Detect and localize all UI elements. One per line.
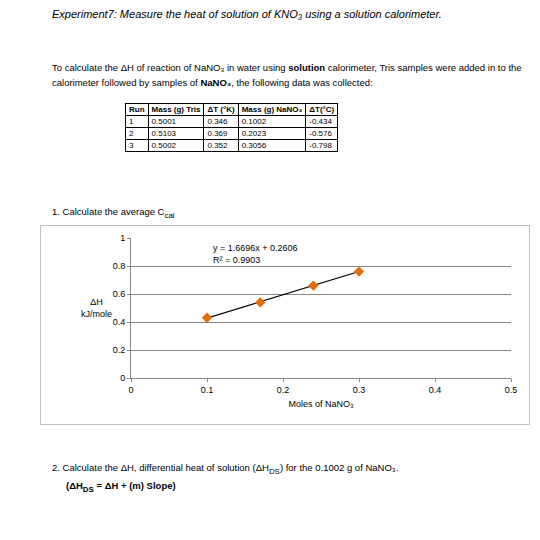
html-text:0.5002: 0.5002 — [151, 141, 176, 150]
svg-text:ΔHkJ/mole: ΔHkJ/mole — [81, 297, 112, 319]
svg-text:0.8: 0.8 — [113, 261, 126, 271]
html-text:Mass (g) Tris: Mass (g) Tris — [151, 105, 201, 114]
svg-text:y = 1.6696x + 0.2606: y = 1.6696x + 0.2606 — [213, 243, 298, 253]
svg-text:0.2: 0.2 — [113, 345, 126, 355]
svg-text:0.4: 0.4 — [429, 385, 442, 395]
html-text:0.369: 0.369 — [207, 129, 228, 138]
svg-text:1: 1 — [120, 233, 125, 243]
html-text:0.5103: 0.5103 — [151, 129, 176, 138]
html-text:0.346: 0.346 — [207, 117, 228, 126]
svg-text:R² = 0.9903: R² = 0.9903 — [213, 255, 260, 265]
html-text:ΔT(°C): ΔT(°C) — [309, 105, 335, 114]
html-text:To calculate the ΔH of reactio: To calculate the ΔH of reaction of NaNO₃… — [52, 62, 522, 88]
html-text:Run: Run — [129, 105, 145, 114]
html-text:2. Calculate the ΔH, different: 2. Calculate the ΔH, differential heat o… — [52, 462, 399, 476]
html-text:(ΔHDS= ΔH + (m) Slope): (ΔHDS= ΔH + (m) Slope) — [66, 480, 176, 494]
html-text:3: 3 — [129, 141, 134, 150]
svg-text:0.6: 0.6 — [113, 289, 126, 299]
svg-text:0.4: 0.4 — [113, 317, 126, 327]
html-text:-0.798: -0.798 — [309, 141, 332, 150]
svg-text:0: 0 — [128, 385, 133, 395]
svg-text:0.2: 0.2 — [277, 385, 290, 395]
html-text:0.1002: 0.1002 — [241, 117, 267, 126]
html-text:1. Calculate the average Ccal: 1. Calculate the average Ccal — [52, 206, 175, 220]
svg-text:0.5: 0.5 — [505, 385, 518, 395]
html-text:0.2023: 0.2023 — [241, 129, 267, 138]
html-text:0.352: 0.352 — [207, 141, 228, 150]
svg-text:0: 0 — [120, 373, 125, 383]
html-text:Experiment7: Measure the heat: Experiment7: Measure the heat of solutio… — [52, 8, 442, 20]
html-text:Mass (g) NaNO₃: Mass (g) NaNO₃ — [241, 105, 303, 114]
html-text:2: 2 — [129, 129, 134, 138]
html-text:-0.434: -0.434 — [309, 117, 332, 126]
html-text:0.5001: 0.5001 — [151, 117, 176, 126]
html-text:1: 1 — [129, 117, 134, 126]
html-text:ΔT (°K): ΔT (°K) — [207, 105, 235, 114]
svg-text:0.1: 0.1 — [201, 385, 214, 395]
html-text:0.3056: 0.3056 — [241, 141, 267, 150]
svg-text:Moles of NaNO₃: Moles of NaNO₃ — [288, 399, 354, 409]
svg-text:0.3: 0.3 — [353, 385, 366, 395]
html-text:-0.576: -0.576 — [309, 129, 332, 138]
